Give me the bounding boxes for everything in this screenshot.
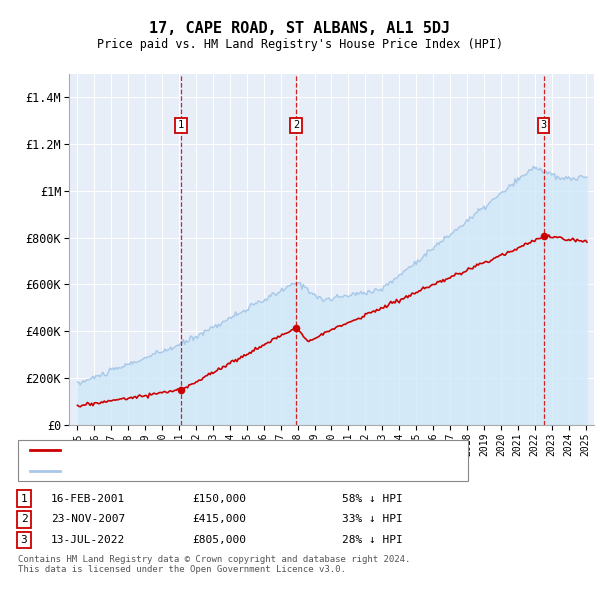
- Text: 2: 2: [293, 120, 299, 130]
- Text: This data is licensed under the Open Government Licence v3.0.: This data is licensed under the Open Gov…: [18, 565, 346, 574]
- Point: [539, 232, 548, 241]
- Text: Price paid vs. HM Land Registry's House Price Index (HPI): Price paid vs. HM Land Registry's House …: [97, 38, 503, 51]
- Point: [176, 385, 186, 394]
- Text: 16-FEB-2001: 16-FEB-2001: [51, 494, 125, 503]
- Text: Contains HM Land Registry data © Crown copyright and database right 2024.: Contains HM Land Registry data © Crown c…: [18, 555, 410, 563]
- Text: 58% ↓ HPI: 58% ↓ HPI: [342, 494, 403, 503]
- Text: 1: 1: [178, 120, 184, 130]
- Text: 17, CAPE ROAD, ST ALBANS, AL1 5DJ: 17, CAPE ROAD, ST ALBANS, AL1 5DJ: [149, 21, 451, 35]
- Text: £805,000: £805,000: [192, 535, 246, 545]
- Text: 3: 3: [541, 120, 547, 130]
- Text: 2: 2: [20, 514, 28, 524]
- Text: 23-NOV-2007: 23-NOV-2007: [51, 514, 125, 524]
- Text: 13-JUL-2022: 13-JUL-2022: [51, 535, 125, 545]
- Text: 3: 3: [20, 535, 28, 545]
- Text: £150,000: £150,000: [192, 494, 246, 503]
- Text: 1: 1: [20, 494, 28, 503]
- Text: HPI: Average price, detached house, St Albans: HPI: Average price, detached house, St A…: [69, 466, 373, 476]
- Text: 17, CAPE ROAD, ST ALBANS, AL1 5DJ (detached house): 17, CAPE ROAD, ST ALBANS, AL1 5DJ (detac…: [69, 445, 407, 454]
- Point: [291, 323, 301, 332]
- Text: 33% ↓ HPI: 33% ↓ HPI: [342, 514, 403, 524]
- Text: 28% ↓ HPI: 28% ↓ HPI: [342, 535, 403, 545]
- Text: £415,000: £415,000: [192, 514, 246, 524]
